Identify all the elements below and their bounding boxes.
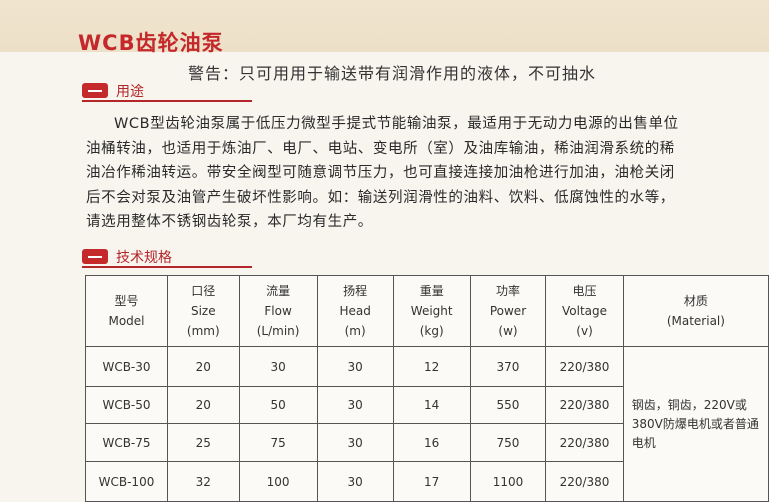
- table-cell: 32: [166, 461, 240, 502]
- header-text: 流量: [266, 284, 291, 298]
- paragraph-line: WCB型齿轮油泵属于低压力微型手提式节能输油泵，最适用于无动力电源的出售单位: [114, 116, 679, 132]
- description: WCB型齿轮油泵属于低压力微型手提式节能输油泵，最适用于无动力电源的出售单位 油…: [86, 112, 756, 235]
- table-cell: 50: [238, 386, 318, 424]
- column-header: 功率 Power (w): [469, 275, 547, 347]
- header-text: Power: [489, 304, 527, 318]
- table-cell: 30: [316, 423, 394, 462]
- header-text: 材质: [683, 294, 708, 308]
- header-text: Weight: [410, 304, 453, 318]
- table-cell: 20: [166, 386, 240, 424]
- header-text: 口径: [191, 284, 216, 298]
- table-row: WCB-30 20 30 30 12 370 220/380 钢齿，铜齿，220V或380V防…: [85, 346, 769, 502]
- table-cell: 220/380: [545, 346, 624, 387]
- table-cell: 75: [238, 423, 318, 462]
- table-cell: 1100: [469, 461, 547, 502]
- table-cell: 25: [166, 423, 240, 462]
- header-text: 电压: [572, 284, 597, 298]
- header-band: [0, 0, 769, 52]
- paragraph-line: 油桶转油，也适用于炼油厂、电厂、电站、变电所（室）及油库输油，稀油润滑系统的稀: [86, 140, 675, 157]
- table-cell: 100: [238, 461, 318, 502]
- section-badge-icon: [82, 249, 108, 264]
- header-text: (v): [576, 324, 593, 338]
- column-header: 型号 Model: [85, 275, 168, 347]
- column-header: 扬程 Head (m): [316, 275, 394, 347]
- section-badge-icon: [82, 83, 108, 98]
- table-cell: 20: [166, 346, 240, 387]
- header-text: Flow: [264, 304, 292, 318]
- table-cell: WCB-30: [85, 346, 168, 387]
- table-row: WCB-50 20 50 30 14 550 220/380: [85, 386, 769, 424]
- header-text: (w): [498, 324, 518, 338]
- table-cell: 14: [392, 386, 471, 424]
- header-text: Head: [339, 304, 371, 318]
- table-cell: WCB-50: [85, 386, 168, 424]
- paragraph-line: 油冶作稀油转运。带安全阀型可随意调节压力，也可直接连接加油枪进行加油，油枪关闭: [86, 165, 675, 181]
- header-text: (L/min): [256, 324, 300, 338]
- table-cell: 220/380: [545, 461, 624, 502]
- column-header: 材质 (Material): [622, 275, 769, 347]
- table-cell: 30: [316, 346, 394, 387]
- spec-table: 型号 Model 口径 Size (mm) 流量 Flow (L/min) 扬程 Head (m) 重…: [85, 275, 769, 502]
- header-text: 扬程: [343, 284, 368, 298]
- table-cell: WCB-75: [85, 423, 168, 462]
- header-text: 功率: [495, 284, 520, 298]
- paragraph-line: 后不会对泵及油管产生破坏性影响。如：输送列润滑性的油料、饮料、低腐蚀性的水等，: [86, 189, 675, 206]
- header-text: Voltage: [562, 304, 608, 318]
- column-header: 流量 Flow (L/min): [238, 275, 318, 347]
- table-cell: 370: [469, 346, 547, 387]
- section-label: 技术规格: [116, 249, 172, 266]
- header-text: 型号: [114, 294, 139, 308]
- header-text: Size: [190, 304, 216, 318]
- paragraph-line: 请选用整体不锈钢齿轮泵，本厂均有生产。: [86, 214, 373, 230]
- column-header: 重量 Weight (kg): [392, 275, 471, 347]
- warning-text: 警告：只可用用于输送带有润滑作用的液体，不可抽水: [188, 64, 597, 83]
- table-cell: 30: [238, 346, 318, 387]
- header-text: 重量: [419, 284, 444, 298]
- material-cell: 钢齿，铜齿，220V或380V防爆电机或者普通电机: [622, 346, 769, 502]
- column-header: 口径 Size (mm): [166, 275, 240, 347]
- table-cell: 12: [392, 346, 471, 387]
- table-cell: 220/380: [545, 423, 624, 462]
- table-cell: 16: [392, 423, 471, 462]
- header-text: (kg): [419, 324, 444, 338]
- section-specs: 技术规格: [82, 246, 252, 268]
- column-header: 电压 Voltage (v): [545, 275, 624, 347]
- header-text: Model: [108, 314, 145, 328]
- table-cell: 30: [316, 386, 394, 424]
- header-text: (m): [344, 324, 366, 338]
- table-cell: WCB-100: [85, 461, 168, 502]
- table-cell: 220/380: [545, 386, 624, 424]
- table-cell: 30: [316, 461, 394, 502]
- table-cell: 750: [469, 423, 547, 462]
- page-title: WCB齿轮油泵: [78, 31, 224, 55]
- header-text: (Material): [666, 314, 725, 328]
- table-cell: 550: [469, 386, 547, 424]
- section-label: 用途: [116, 83, 144, 100]
- section-usage: 用途: [82, 80, 252, 102]
- header-text: (mm): [186, 324, 220, 338]
- table-cell: 17: [392, 461, 471, 502]
